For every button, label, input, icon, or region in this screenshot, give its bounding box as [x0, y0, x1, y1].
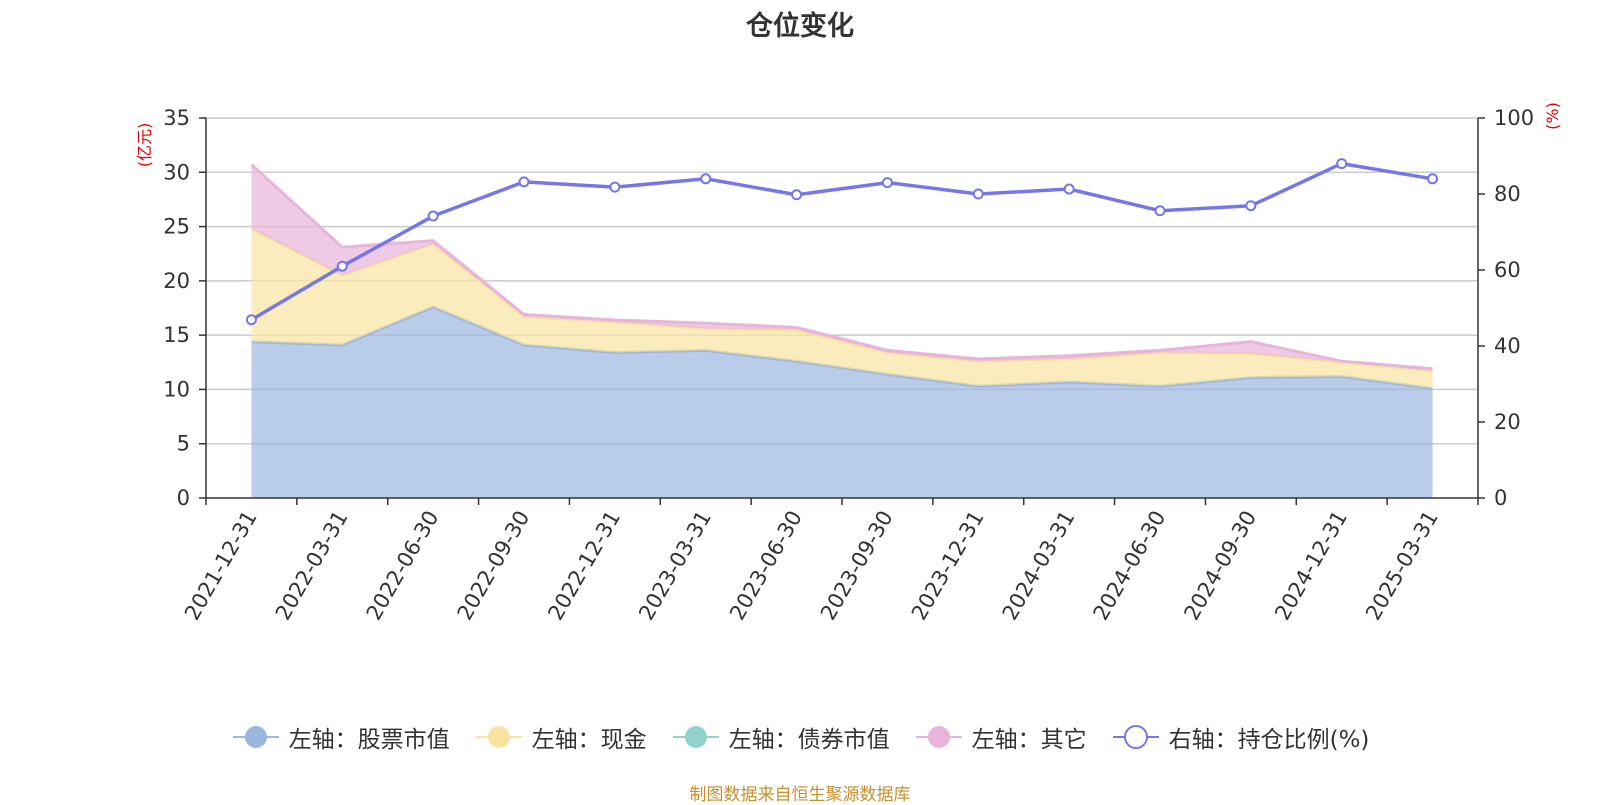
right-axis-unit: (%) [1543, 102, 1562, 130]
left-tick-label: 15 [163, 323, 190, 347]
left-tick-label: 35 [163, 106, 190, 130]
legend-item[interactable]: 左轴：现金 [474, 720, 647, 754]
legend-marker-icon [1112, 725, 1159, 749]
holding-ratio-point[interactable] [881, 177, 893, 189]
x-tick-label: 2023-03-31 [634, 507, 716, 625]
right-tick-label: 0 [1494, 486, 1507, 510]
right-tick-label: 20 [1494, 410, 1521, 434]
holding-ratio-point[interactable] [791, 189, 803, 201]
legend-item[interactable]: 左轴：债券市值 [671, 720, 890, 754]
x-tick-label: 2024-09-30 [1179, 507, 1261, 625]
holding-ratio-point[interactable] [1336, 158, 1348, 170]
x-tick-label: 2022-03-31 [271, 507, 353, 625]
x-tick-label: 2023-06-30 [725, 507, 807, 625]
holding-ratio-point[interactable] [972, 188, 984, 200]
right-tick-label: 100 [1494, 106, 1534, 130]
x-tick-label: 2023-12-31 [907, 506, 989, 624]
legend-label: 左轴：其它 [971, 727, 1087, 753]
holding-ratio-point[interactable] [1063, 183, 1075, 195]
legend-label: 左轴：股票市值 [288, 727, 450, 753]
legend-marker-icon [475, 726, 522, 748]
holding-ratio-point[interactable] [1245, 200, 1257, 212]
legend-marker-icon [672, 726, 719, 748]
left-tick-label: 0 [177, 486, 190, 510]
x-tick-label: 2022-12-31 [543, 507, 625, 625]
line-series [245, 158, 1439, 326]
area-1 [251, 228, 1433, 389]
legend: 左轴：股票市值 左轴：现金 左轴：债券市值 左轴：其它 右轴：持仓比例(%) [0, 720, 1600, 754]
x-tick-label: 2022-06-30 [362, 506, 444, 624]
right-tick-label: 60 [1494, 258, 1521, 282]
x-tick-label: 2023-09-30 [816, 507, 898, 625]
x-tick-label: 2024-03-31 [998, 507, 1080, 625]
x-tick-label: 2022-09-30 [453, 507, 535, 625]
chart-title: 仓位变化 [746, 11, 854, 42]
legend-label: 左轴：现金 [531, 727, 647, 753]
right-tick-label: 40 [1494, 334, 1521, 358]
holding-ratio-point[interactable] [518, 176, 530, 188]
x-tick-label: 2024-12-31 [1270, 507, 1352, 625]
x-tick-label: 2025-03-31 [1361, 507, 1443, 625]
x-tick-label: 2024-06-30 [1089, 507, 1171, 625]
legend-marker-icon [232, 726, 279, 748]
left-tick-label: 25 [163, 215, 190, 239]
legend-label: 右轴：持仓比例(%) [1168, 727, 1370, 753]
legend-marker-icon [915, 726, 962, 748]
area-series [250, 163, 1433, 498]
holding-ratio-line [250, 161, 1433, 322]
left-tick-label: 5 [177, 432, 190, 456]
left-axis-unit: (亿元) [135, 123, 154, 168]
area-0 [251, 306, 1433, 498]
holding-ratio-point[interactable] [427, 210, 439, 222]
source-note: 制图数据来自恒生聚源数据库 [689, 785, 911, 805]
left-tick-label: 30 [163, 160, 190, 184]
legend-item[interactable]: 左轴：股票市值 [231, 720, 450, 754]
area-edge-3 [250, 163, 1433, 371]
holding-ratio-point[interactable] [700, 173, 712, 185]
holding-ratio-point[interactable] [1427, 173, 1439, 185]
legend-item[interactable]: 右轴：持仓比例(%) [1111, 720, 1370, 754]
x-tick-label: 2021-12-31 [180, 507, 262, 625]
left-tick-label: 10 [163, 377, 190, 401]
holding-ratio-point[interactable] [245, 314, 257, 326]
legend-item[interactable]: 左轴：其它 [914, 720, 1087, 754]
holding-ratio-point[interactable] [336, 260, 348, 272]
holding-ratio-point[interactable] [609, 181, 621, 193]
legend-label: 左轴：债券市值 [728, 727, 890, 753]
left-tick-label: 20 [163, 269, 190, 293]
holding-ratio-point[interactable] [1154, 205, 1166, 217]
right-tick-label: 80 [1494, 182, 1521, 206]
